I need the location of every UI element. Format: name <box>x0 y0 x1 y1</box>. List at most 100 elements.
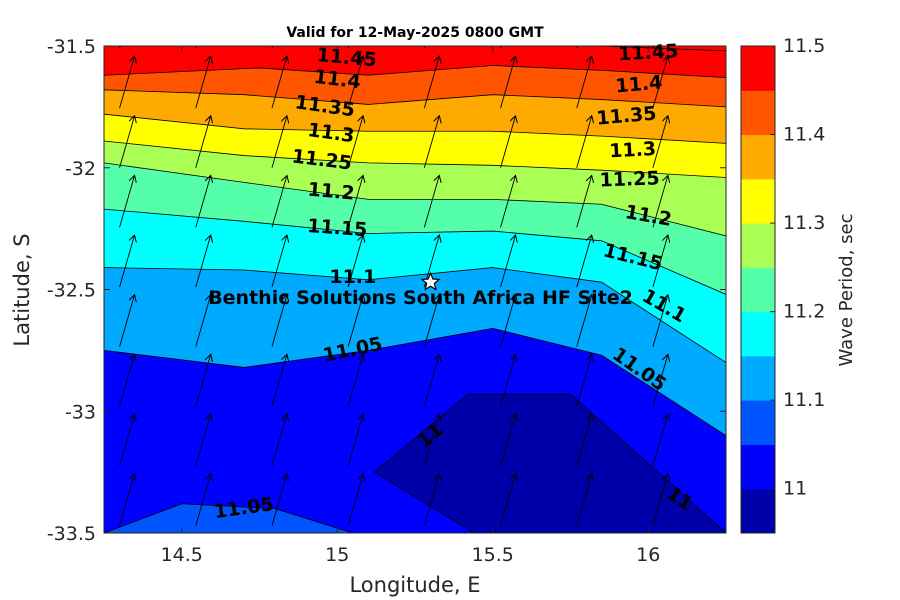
vector-arrow <box>423 116 439 168</box>
y-axis: -31.5 -32 -32.5 -33 -33.5 <box>47 36 726 545</box>
vector-arrow <box>652 235 668 288</box>
band-above-11.4 <box>104 46 726 78</box>
contour-line-11.3 <box>104 113 726 144</box>
colorbar-tick-label: 11 <box>783 478 807 500</box>
x-tick-label: 15.5 <box>472 544 514 566</box>
contour-line-11.05 <box>104 503 353 533</box>
contour-line-11.35 <box>104 89 726 108</box>
contour-line-11.05 <box>104 328 726 436</box>
vector-arrow <box>576 295 592 347</box>
contour-label: 11.4 <box>615 71 664 97</box>
contour-label: 11.3 <box>609 138 657 162</box>
contour-label: 11.1 <box>329 266 376 288</box>
wave-direction-vectors <box>119 46 668 526</box>
vector-arrow <box>652 295 668 347</box>
x-axis: 14.5 15 15.5 16 <box>161 46 660 566</box>
colorbar-segment <box>741 311 775 357</box>
band-lower-left <box>104 503 353 533</box>
vector-arrow <box>119 116 135 168</box>
vector-arrow <box>347 116 363 168</box>
site-star-icon <box>420 271 441 291</box>
colorbar-segment <box>741 267 775 313</box>
vector-arrow <box>195 474 211 526</box>
colorbar: 11 11.1 11.2 11.3 11.4 11.5 <box>740 35 825 534</box>
vector-arrow <box>119 235 135 288</box>
contour-line-11.45 <box>104 46 726 52</box>
vector-arrow <box>576 116 592 168</box>
colorbar-tick-label: 11.1 <box>783 389 825 411</box>
chart-title: Valid for 12-May-2025 0800 GMT <box>286 25 544 41</box>
colorbar-tick-label: 11.4 <box>783 124 825 146</box>
vector-arrow <box>652 354 668 407</box>
vector-arrow <box>500 295 516 347</box>
contour-label: 11.25 <box>599 167 660 191</box>
contour-label: 11.15 <box>307 215 368 241</box>
vector-arrow <box>576 414 592 467</box>
vector-arrow <box>195 56 211 109</box>
y-tick-label: -32.5 <box>47 280 96 302</box>
contour-line-layer <box>104 46 726 533</box>
band-below-11 <box>374 394 726 533</box>
vector-arrow <box>576 46 578 49</box>
x-tick-label: 15 <box>325 544 349 566</box>
y-tick-label: -33.5 <box>47 523 96 545</box>
vector-arrow <box>347 175 363 228</box>
colorbar-segment <box>741 355 775 401</box>
vector-arrow <box>271 295 287 347</box>
y-axis-label: Latitude, S <box>10 233 34 346</box>
vector-arrow <box>652 474 668 526</box>
vector-arrow <box>500 56 516 109</box>
vector-arrow <box>347 474 363 526</box>
vector-arrow <box>271 46 274 49</box>
vector-arrow <box>271 354 287 407</box>
contour-line-11.2 <box>104 162 726 237</box>
colorbar-tick-label: 11.5 <box>783 35 825 57</box>
vector-arrow <box>423 56 439 109</box>
site-marker-group: Benthic Solutions South Africa HF Site2 <box>208 271 633 309</box>
vector-arrow <box>347 354 363 407</box>
vector-arrow <box>500 474 516 526</box>
vector-arrow <box>195 46 197 49</box>
vector-arrow <box>271 116 287 168</box>
vector-arrow <box>576 175 592 228</box>
vector-arrow <box>423 354 439 407</box>
vector-arrow <box>195 295 211 347</box>
colorbar-label: Wave Period, sec <box>836 213 857 366</box>
contour-line-11.25 <box>104 140 726 178</box>
contour-label: 11.35 <box>596 103 658 130</box>
vector-arrow <box>119 56 135 109</box>
colorbar-segment <box>741 400 775 445</box>
colorbar-segment <box>741 178 775 224</box>
colorbar-segment <box>741 46 775 91</box>
vector-arrow <box>195 235 211 288</box>
vector-arrow <box>500 354 516 407</box>
vector-arrow <box>652 175 668 228</box>
contour-line-11.15 <box>104 208 726 295</box>
contour-line-11.4 <box>104 65 726 79</box>
vector-arrow <box>423 235 439 288</box>
vector-arrow <box>423 175 439 228</box>
x-axis-label: Longitude, E <box>349 573 480 597</box>
vector-arrow <box>347 56 363 109</box>
vector-arrow <box>347 295 363 347</box>
vector-arrow <box>119 474 135 526</box>
vector-arrow <box>271 56 287 109</box>
vector-arrow <box>500 175 516 228</box>
vector-arrow <box>652 414 668 467</box>
colorbar-segment <box>741 223 775 268</box>
x-tick-label: 14.5 <box>161 544 203 566</box>
contour-label: 11.45 <box>316 44 378 71</box>
vector-arrow <box>195 116 211 168</box>
y-tick-label: -32 <box>65 158 96 180</box>
vector-arrow <box>271 414 287 467</box>
colorbar-segment <box>741 90 775 136</box>
x-tick-label: 16 <box>636 544 660 566</box>
vector-arrow <box>119 175 135 228</box>
vector-arrow <box>576 235 592 288</box>
vector-arrow <box>195 414 211 467</box>
vector-arrow <box>652 116 668 168</box>
vector-arrow <box>576 474 592 526</box>
colorbar-segment <box>741 444 775 490</box>
vector-arrow <box>119 46 121 49</box>
